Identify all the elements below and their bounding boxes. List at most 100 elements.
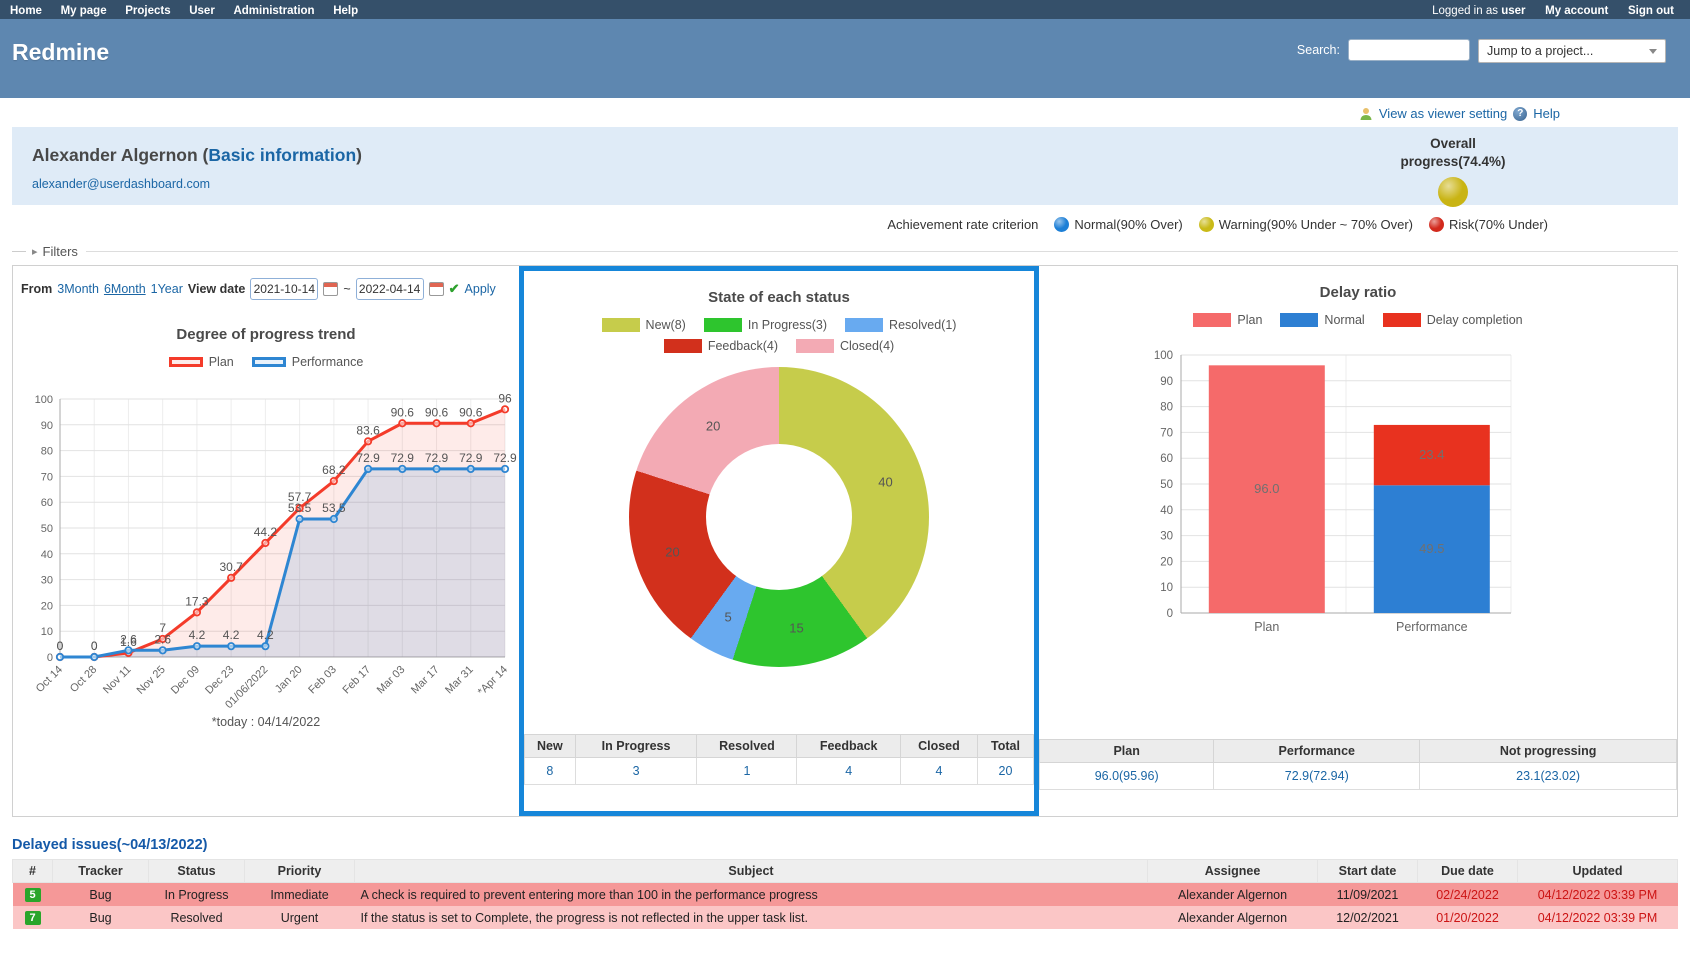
filters-label: Filters: [43, 244, 78, 259]
issue-id-badge: 5: [25, 888, 41, 902]
range-link-6month[interactable]: 6Month: [104, 282, 146, 296]
delay-not-progressing-value[interactable]: 23.1(23.02): [1516, 769, 1580, 783]
status-table-header: In Progress: [575, 735, 697, 758]
status-count-resolved[interactable]: 1: [743, 764, 750, 778]
svg-text:96: 96: [498, 391, 512, 405]
svg-text:70: 70: [40, 471, 52, 483]
trend-chart-title: Degree of progress trend: [176, 326, 355, 343]
topbar-administration[interactable]: Administration: [233, 5, 314, 17]
app-title: Redmine: [12, 39, 109, 98]
svg-text:90: 90: [40, 420, 52, 432]
issue-row[interactable]: 5 Bug In Progress Immediate A check is r…: [13, 883, 1678, 907]
status-table-header: Closed: [900, 735, 977, 758]
my-account-link[interactable]: My account: [1545, 5, 1608, 17]
closed-swatch: [796, 339, 834, 353]
basic-information-link[interactable]: Basic information: [208, 145, 356, 165]
today-note: *today : 04/14/2022: [212, 715, 320, 729]
topbar-home[interactable]: Home: [10, 5, 42, 17]
delay-ratio-chart: 010203040506070809010096.0Plan49.523.4Pe…: [1123, 343, 1593, 645]
svg-text:60: 60: [1160, 453, 1173, 465]
svg-text:Dec 23: Dec 23: [203, 664, 236, 697]
status-count-feedback[interactable]: 4: [845, 764, 852, 778]
overall-progress-ball: [1438, 177, 1468, 207]
svg-text:72.9: 72.9: [493, 451, 517, 465]
status-table-header: Feedback: [797, 735, 900, 758]
status-count-total[interactable]: 20: [999, 764, 1013, 778]
tilde-label: ~: [343, 282, 350, 296]
filters-arrow-icon: ▸: [32, 245, 38, 258]
status-count-in-progress[interactable]: 3: [633, 764, 640, 778]
issues-header-row: #TrackerStatus PrioritySubjectAssignee S…: [13, 860, 1678, 883]
header: Redmine Search: Jump to a project...: [0, 19, 1690, 98]
new-swatch: [602, 318, 640, 332]
criteria-warning: Warning(90% Under ~ 70% Over): [1199, 217, 1413, 232]
help-link[interactable]: Help: [1533, 106, 1560, 121]
delay-performance-value[interactable]: 72.9(72.94): [1285, 769, 1349, 783]
svg-text:Nov 11: Nov 11: [101, 664, 134, 697]
svg-text:4.2: 4.2: [188, 628, 205, 642]
search-input[interactable]: [1348, 39, 1470, 61]
delay-chart-legend: Plan Normal Delay completion: [1193, 313, 1522, 327]
status-panel: State of each status New(8) In Progress(…: [519, 266, 1039, 816]
svg-text:50: 50: [40, 523, 52, 535]
topbar-my-page[interactable]: My page: [61, 5, 107, 17]
svg-text:50: 50: [1160, 479, 1173, 491]
range-link-3month[interactable]: 3Month: [57, 282, 99, 296]
user-email-link[interactable]: alexander@userdashboard.com: [32, 177, 210, 191]
date-to-input[interactable]: [356, 278, 424, 300]
status-count-closed[interactable]: 4: [935, 764, 942, 778]
svg-text:Nov 25: Nov 25: [134, 664, 167, 697]
topbar-user[interactable]: User: [189, 5, 215, 17]
apply-button[interactable]: Apply: [465, 282, 496, 296]
delayed-issues-title: Delayed issues(~04/13/2022): [12, 837, 1678, 853]
help-icon: ?: [1513, 107, 1527, 121]
svg-text:72.9: 72.9: [459, 451, 483, 465]
svg-text:49.5: 49.5: [1419, 541, 1444, 556]
svg-text:90.6: 90.6: [459, 405, 483, 419]
from-label: From: [21, 282, 52, 296]
svg-text:72.9: 72.9: [390, 451, 414, 465]
status-count-new[interactable]: 8: [546, 764, 553, 778]
svg-text:90.6: 90.6: [424, 405, 448, 419]
delay-table-header: Performance: [1214, 740, 1420, 763]
progress-trend-chart: 0102030405060708090100001.6717.330.744.2…: [14, 383, 519, 713]
svg-text:Mar 31: Mar 31: [443, 664, 476, 697]
view-as-viewer-setting-link[interactable]: View as viewer setting: [1379, 106, 1507, 121]
filters-toggle[interactable]: ▸ Filters: [12, 244, 1678, 259]
normal-ball-icon: [1054, 217, 1069, 232]
range-link-1year[interactable]: 1Year: [151, 282, 183, 296]
svg-text:Plan: Plan: [1254, 620, 1279, 634]
svg-text:0: 0: [56, 639, 63, 653]
svg-text:44.2: 44.2: [253, 525, 277, 539]
overall-progress: Overall progress(74.4%): [1378, 135, 1528, 210]
calendar-icon[interactable]: [429, 282, 444, 296]
delay-chart-title: Delay ratio: [1320, 284, 1397, 301]
svg-text:Mar 03: Mar 03: [374, 664, 407, 697]
topbar-help[interactable]: Help: [333, 5, 358, 17]
issue-subject: A check is required to prevent entering …: [355, 883, 1148, 907]
svg-text:2.6: 2.6: [120, 632, 137, 646]
topbar-account: Logged in as user My account Sign out: [1432, 2, 1674, 17]
calendar-icon[interactable]: [323, 282, 338, 296]
topbar-projects[interactable]: Projects: [125, 5, 170, 17]
sign-out-link[interactable]: Sign out: [1628, 5, 1674, 17]
status-chart-legend: New(8) In Progress(3) Resolved(1) Feedba…: [559, 318, 999, 353]
delay-plan-value[interactable]: 96.0(95.96): [1095, 769, 1159, 783]
delay-panel: Delay ratio Plan Normal Delay completion…: [1039, 266, 1677, 816]
svg-text:40: 40: [1160, 505, 1173, 517]
date-range-controls: From 3Month 6Month 1Year View date ~ ✔ A…: [21, 278, 519, 300]
project-select[interactable]: Jump to a project...: [1478, 39, 1666, 63]
svg-text:Performance: Performance: [1396, 620, 1468, 634]
svg-text:10: 10: [40, 626, 52, 638]
svg-text:83.6: 83.6: [356, 423, 380, 437]
issue-row[interactable]: 7 Bug Resolved Urgent If the status is s…: [13, 906, 1678, 929]
svg-text:Feb 03: Feb 03: [306, 664, 339, 697]
svg-text:72.9: 72.9: [356, 451, 380, 465]
svg-text:80: 80: [40, 446, 52, 458]
svg-text:2.6: 2.6: [154, 632, 171, 646]
svg-text:0: 0: [46, 652, 52, 664]
plan-swatch: [169, 357, 203, 367]
project-select-value: Jump to a project...: [1487, 44, 1593, 58]
date-from-input[interactable]: [250, 278, 318, 300]
performance-swatch: [252, 357, 286, 367]
